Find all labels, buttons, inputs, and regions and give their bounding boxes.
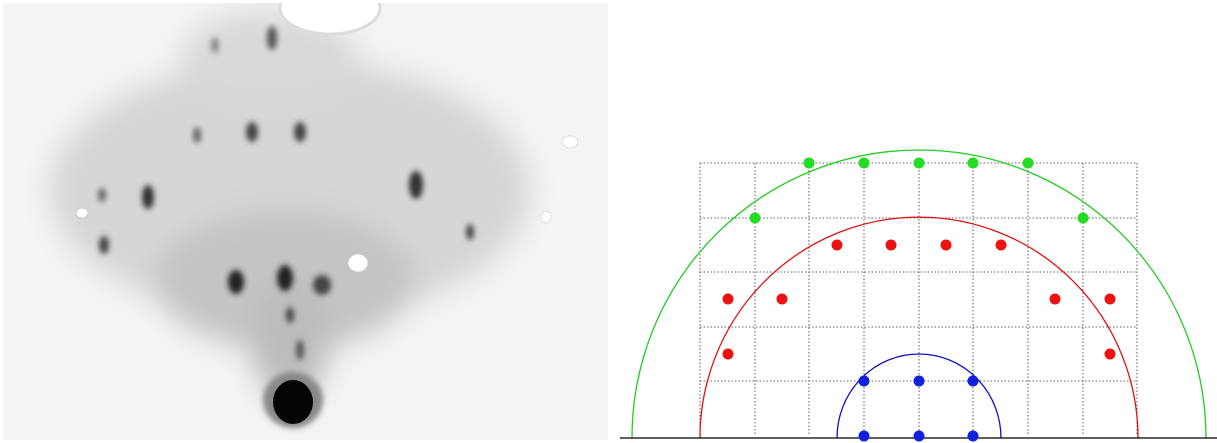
spot bbox=[267, 26, 277, 50]
spot bbox=[142, 185, 154, 209]
diffraction-image bbox=[3, 0, 608, 440]
spot bbox=[99, 236, 109, 254]
green-dots bbox=[750, 158, 1089, 224]
dot bbox=[859, 376, 870, 387]
dot bbox=[1050, 294, 1061, 305]
dot bbox=[968, 376, 979, 387]
dot bbox=[859, 158, 870, 169]
dot bbox=[804, 158, 815, 169]
spot bbox=[193, 127, 201, 143]
dot bbox=[1023, 158, 1034, 169]
spot bbox=[296, 340, 304, 360]
dot bbox=[914, 376, 925, 387]
spot bbox=[313, 275, 331, 295]
artifact bbox=[348, 254, 368, 272]
spot bbox=[409, 171, 423, 199]
dot bbox=[723, 294, 734, 305]
dot bbox=[1105, 349, 1116, 360]
direct-beam bbox=[273, 380, 313, 424]
spot bbox=[286, 307, 294, 323]
spot bbox=[246, 122, 258, 142]
dot bbox=[777, 294, 788, 305]
dot bbox=[859, 431, 870, 442]
dot bbox=[941, 240, 952, 251]
spot bbox=[228, 270, 244, 294]
dot bbox=[1078, 213, 1089, 224]
dot bbox=[886, 240, 897, 251]
artifact bbox=[76, 208, 88, 218]
dot bbox=[968, 431, 979, 442]
spot bbox=[98, 188, 106, 202]
dot bbox=[914, 158, 925, 169]
dot bbox=[996, 240, 1007, 251]
figure bbox=[0, 0, 1217, 443]
spot bbox=[211, 37, 219, 53]
blue-dots bbox=[859, 376, 979, 442]
dot bbox=[750, 213, 761, 224]
dot bbox=[968, 158, 979, 169]
spot bbox=[466, 224, 474, 240]
page bbox=[0, 0, 1217, 443]
artifact bbox=[541, 211, 551, 223]
dot bbox=[914, 431, 925, 442]
spot bbox=[294, 122, 306, 142]
dot bbox=[832, 240, 843, 251]
dot bbox=[1105, 294, 1116, 305]
grid bbox=[700, 163, 1137, 436]
dot bbox=[723, 349, 734, 360]
artifact bbox=[562, 136, 578, 148]
spot bbox=[277, 265, 293, 291]
